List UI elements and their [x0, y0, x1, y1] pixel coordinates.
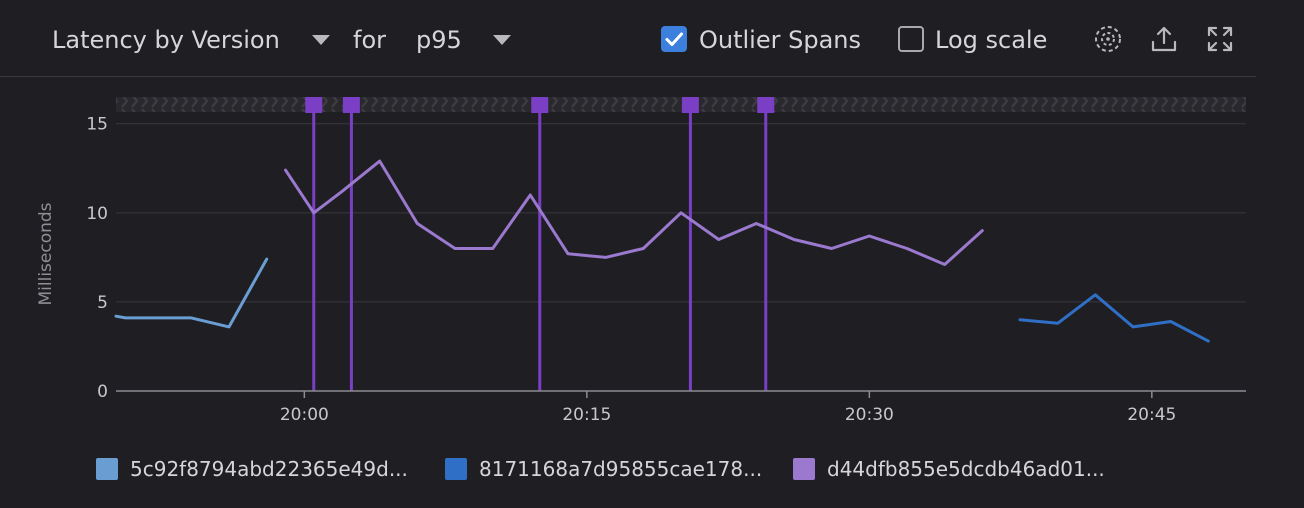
legend-label: d44dfb855e5dcdb46ad01... [827, 457, 1105, 481]
legend-swatch [445, 458, 467, 480]
x-tick-label: 20:45 [1127, 405, 1176, 425]
chart-toolbar: Latency by Version for p95 Outlier Spans… [0, 0, 1256, 77]
legend-label: 8171168a7d95855cae178... [479, 457, 763, 481]
sampling-icon[interactable] [1093, 24, 1123, 54]
outlier-span-marker [342, 97, 360, 113]
y-axis-title: Milliseconds [36, 202, 56, 305]
y-tick-label: 10 [86, 204, 108, 224]
outlier-span-marker [681, 97, 699, 113]
export-icon[interactable] [1149, 24, 1179, 54]
legend-swatch [793, 458, 815, 480]
x-tick-label: 20:15 [562, 405, 611, 425]
outlier-span-marker [305, 97, 323, 113]
y-tick-label: 0 [97, 382, 108, 402]
x-tick-label: 20:00 [280, 405, 329, 425]
checkmark-icon [665, 32, 683, 46]
legend-label: 5c92f8794abd22365e49d... [130, 457, 408, 481]
legend-swatch [96, 458, 118, 480]
percentile-dropdown-chevron-icon[interactable] [493, 35, 511, 45]
outlier-track-band [116, 97, 1246, 112]
log-scale-checkbox[interactable] [898, 26, 924, 52]
outlier-span-marker [757, 97, 775, 113]
outlier-spans-checkbox[interactable] [661, 26, 687, 52]
percentile-select-label[interactable]: p95 [416, 26, 462, 54]
series-line-2 [1018, 293, 1210, 343]
latency-line-chart: 0 5 10 15 20:00 20:15 20:30 20:45 Milliseconds [36, 97, 1246, 425]
log-scale-label[interactable]: Log scale [935, 26, 1048, 54]
y-tick-label: 15 [86, 115, 108, 135]
series-line-1 [114, 257, 269, 329]
metric-dropdown-chevron-icon[interactable] [312, 35, 330, 45]
series-line-3 [284, 159, 984, 266]
for-label: for [353, 26, 386, 54]
x-tick-label: 20:30 [845, 405, 894, 425]
outlier-spans-label[interactable]: Outlier Spans [699, 26, 861, 54]
fullscreen-icon[interactable] [1205, 24, 1235, 54]
y-tick-label: 5 [97, 293, 108, 313]
metric-select-label[interactable]: Latency by Version [52, 26, 280, 54]
outlier-span-marker [531, 97, 549, 113]
